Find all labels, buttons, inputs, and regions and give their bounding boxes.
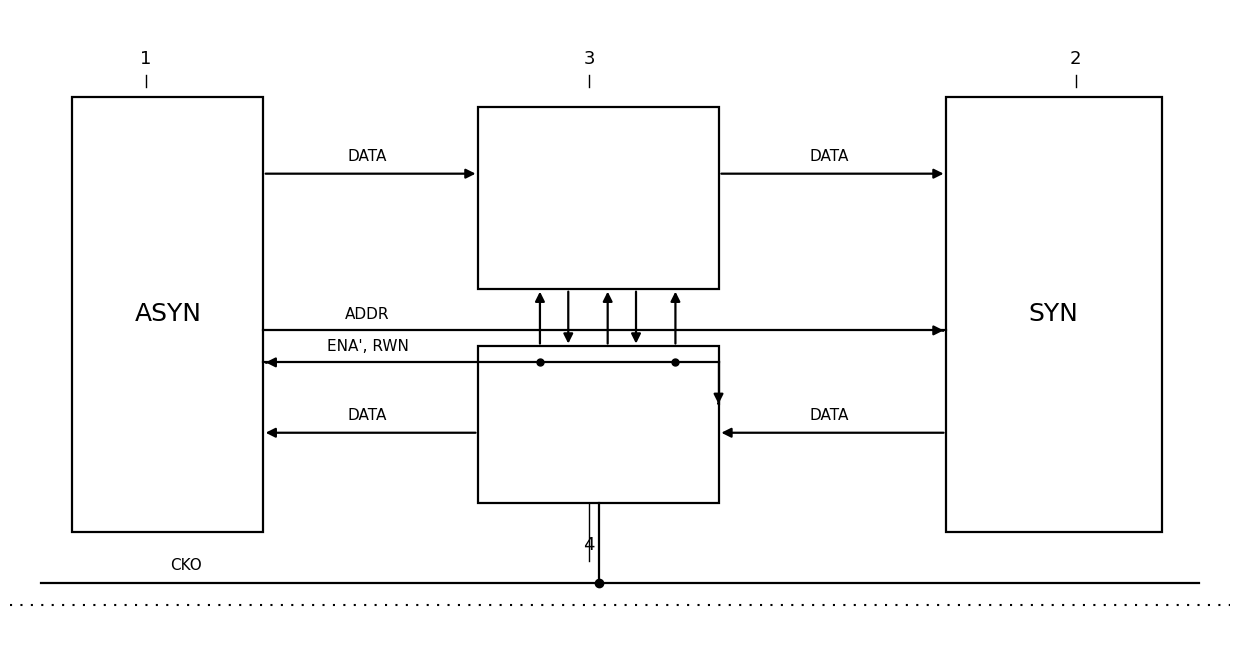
Text: DATA: DATA xyxy=(348,408,387,423)
Bar xyxy=(479,106,718,289)
Text: SYN: SYN xyxy=(1029,303,1079,327)
Text: DATA: DATA xyxy=(348,149,387,164)
Bar xyxy=(946,97,1162,532)
Text: CKO: CKO xyxy=(171,559,202,573)
Bar xyxy=(72,97,263,532)
Bar xyxy=(479,347,718,503)
Text: DATA: DATA xyxy=(810,408,849,423)
Text: 1: 1 xyxy=(140,49,151,67)
Text: 3: 3 xyxy=(584,49,595,67)
Text: ADDR: ADDR xyxy=(345,307,389,322)
Text: 4: 4 xyxy=(584,536,595,553)
Text: ENA', RWN: ENA', RWN xyxy=(326,339,408,354)
Text: ASYN: ASYN xyxy=(134,303,201,327)
Text: 2: 2 xyxy=(1070,49,1081,67)
Text: DATA: DATA xyxy=(810,149,849,164)
